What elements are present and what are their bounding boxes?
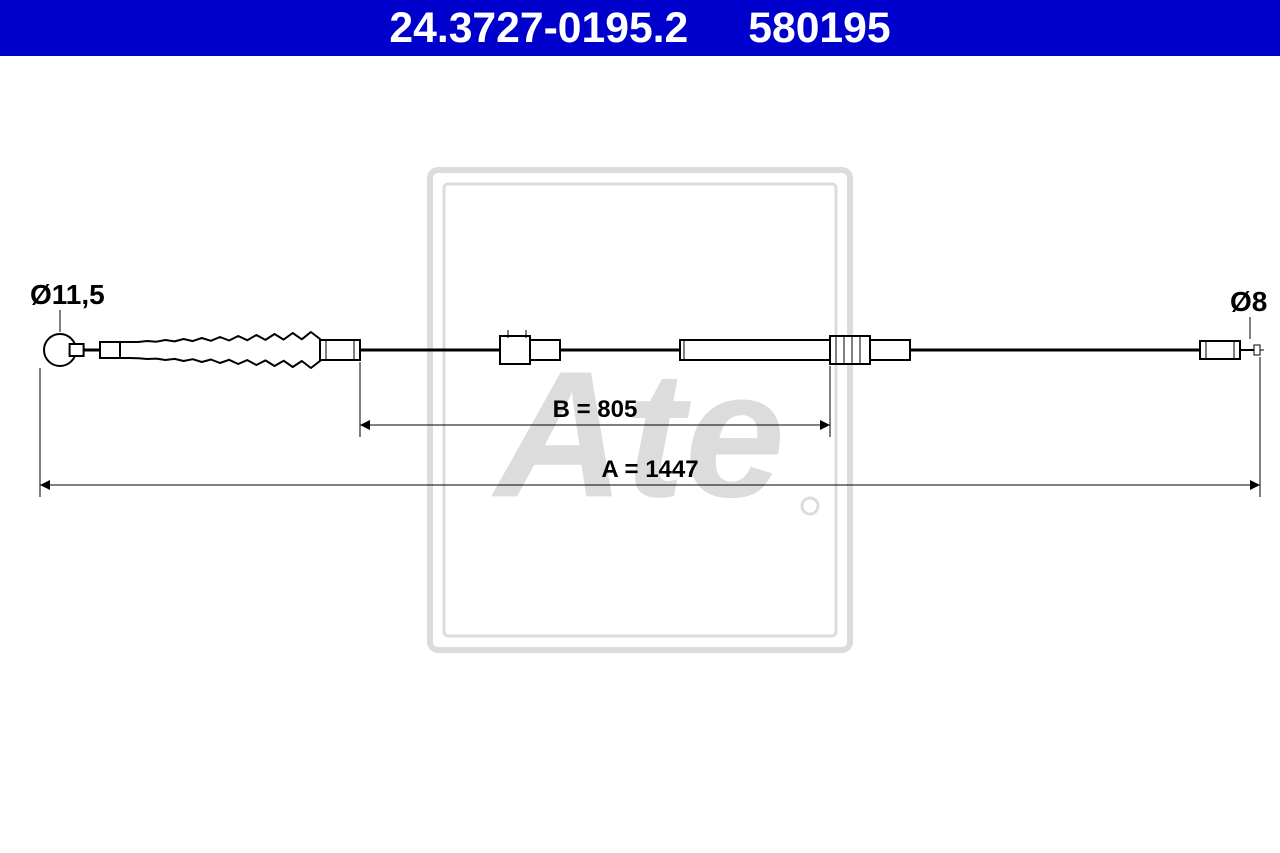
left-diameter-label: Ø11,5: [30, 279, 105, 310]
part-header: 24.3727-0195.2 580195: [0, 0, 1280, 56]
right-diameter-label: Ø8: [1230, 286, 1267, 317]
dimension-a-label: A = 1447: [601, 456, 698, 483]
dimension-b-label: B = 805: [553, 396, 638, 423]
alt-number: 580195: [748, 4, 890, 53]
part-number: 24.3727-0195.2: [389, 4, 688, 53]
technical-drawing: AteB = 805 A = 1447 Ø11,5 Ø8: [0, 56, 1280, 853]
svg-text:Ate: Ate: [491, 334, 785, 535]
